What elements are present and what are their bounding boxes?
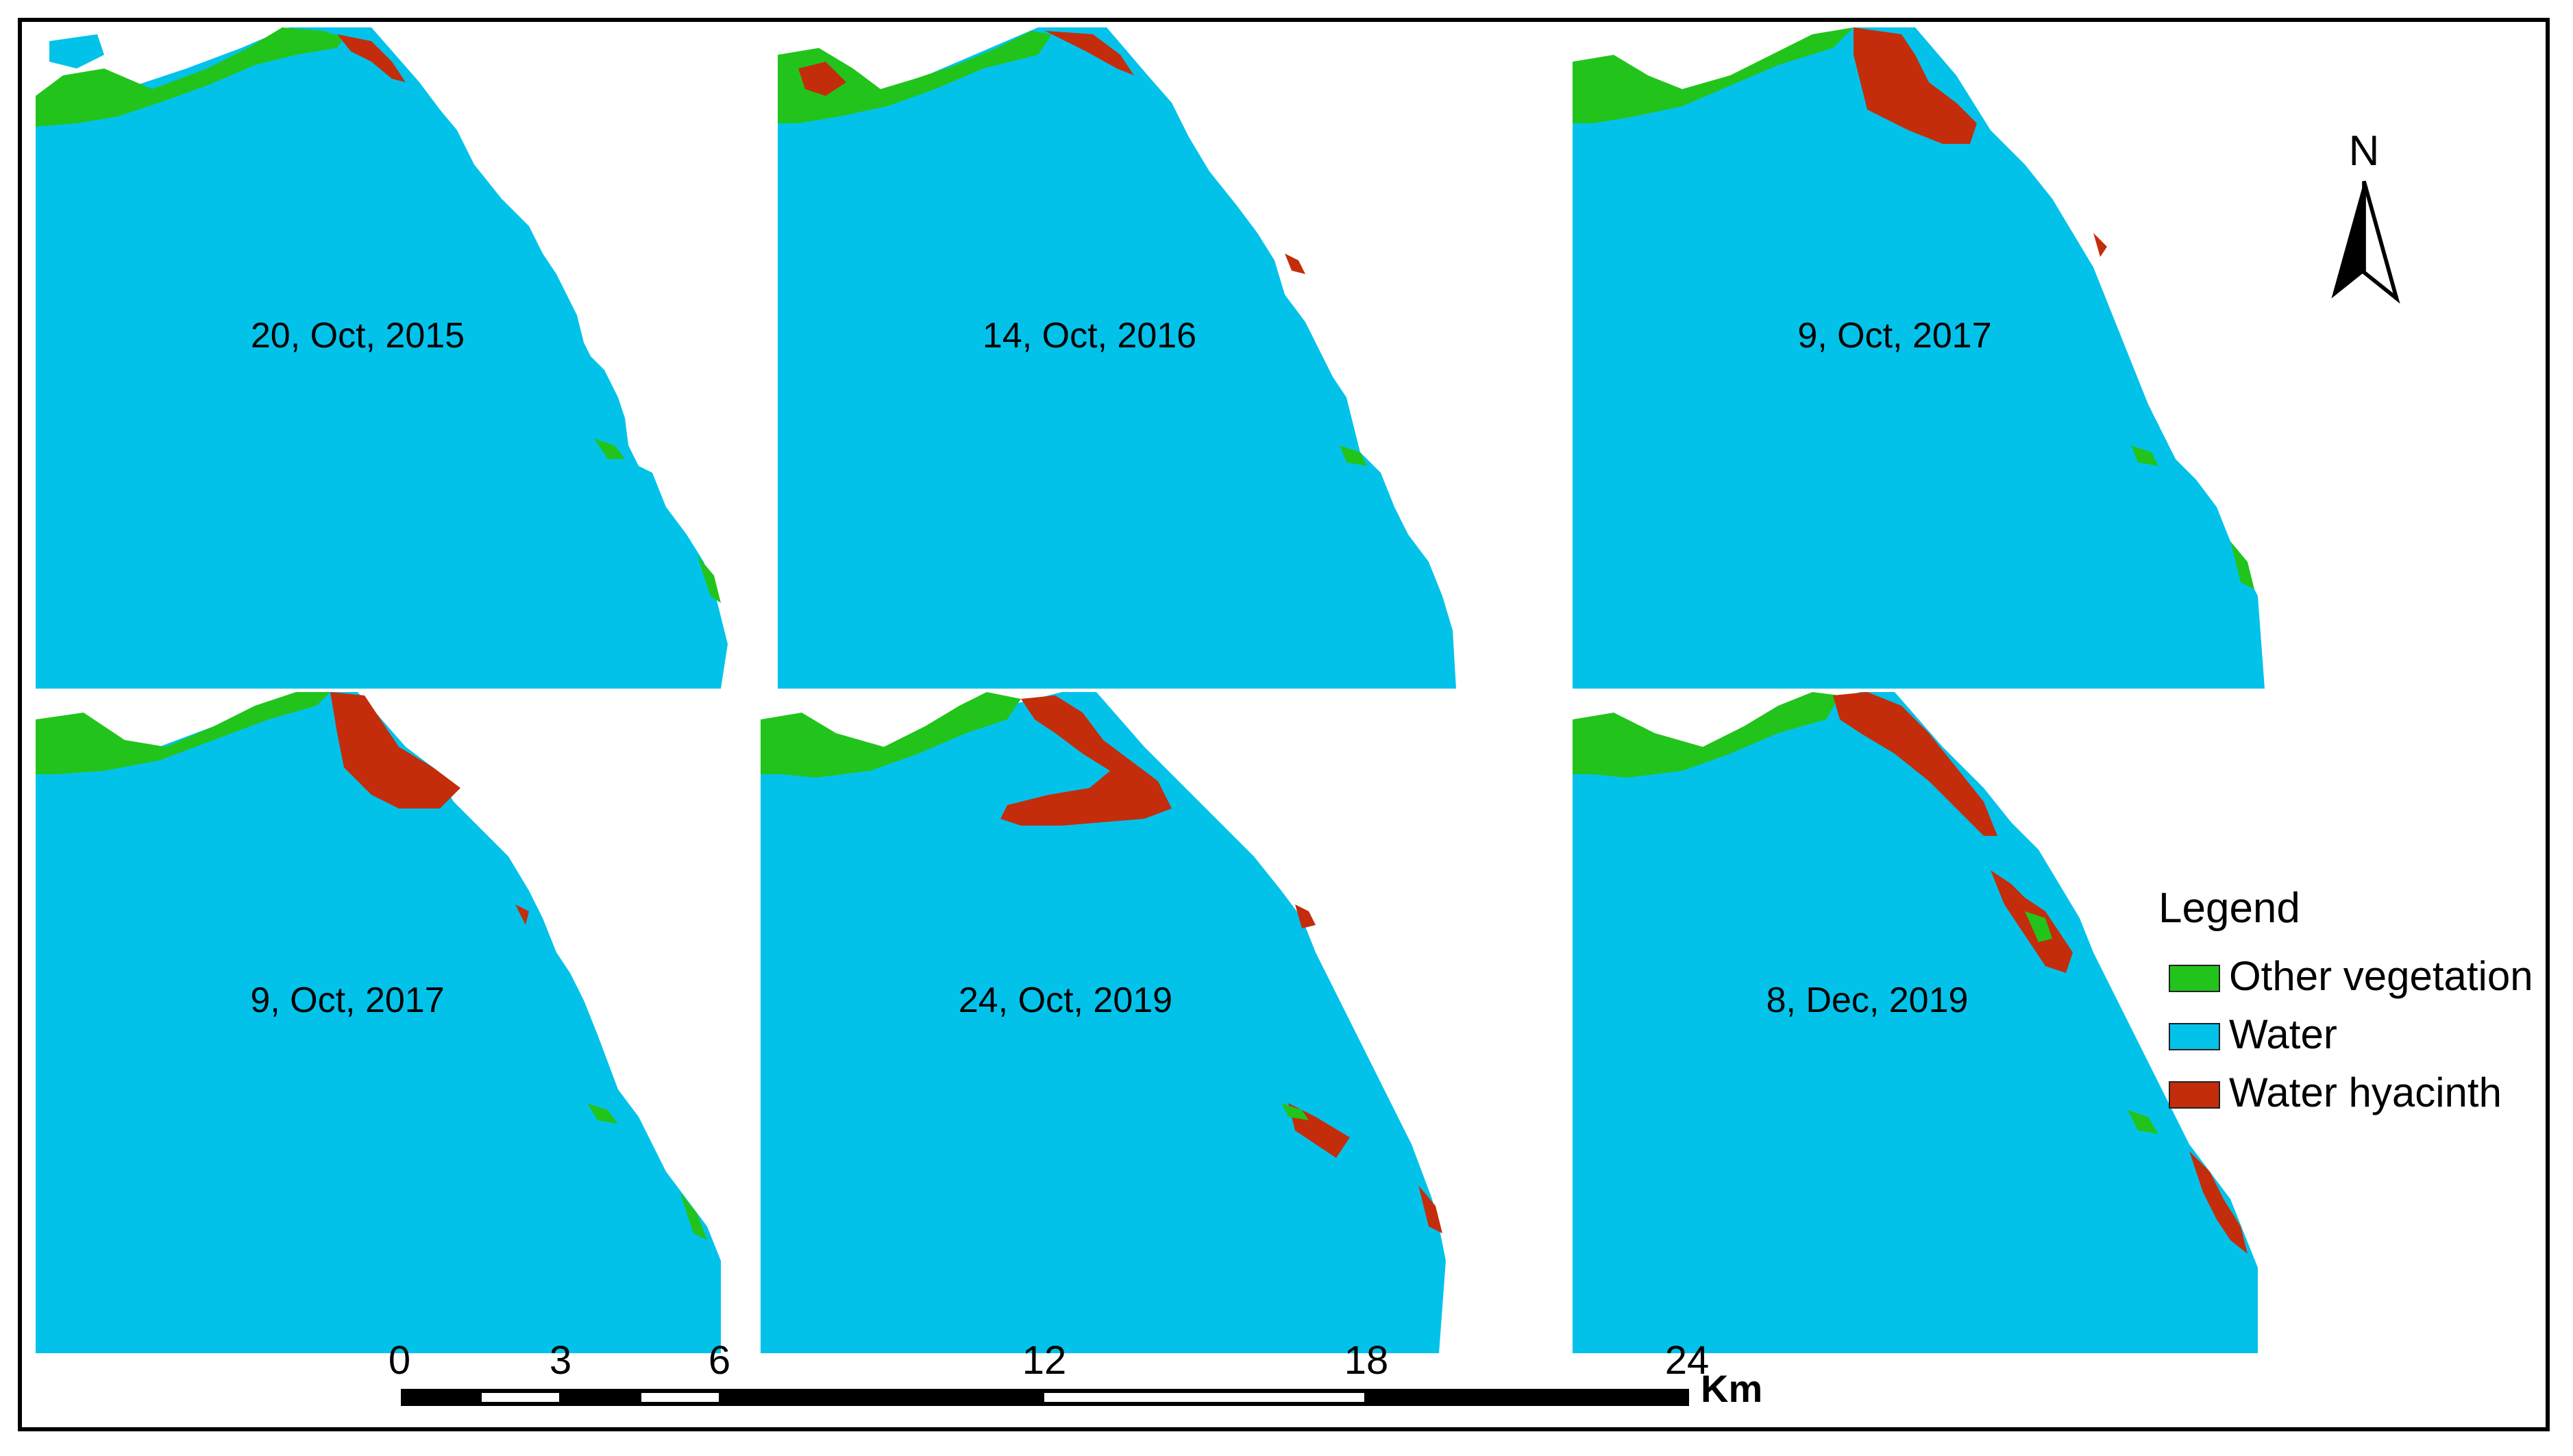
vegetation-area: [594, 439, 625, 459]
hyacinth-area: [1854, 27, 1977, 144]
vegetation-area: [587, 1103, 618, 1124]
hyacinth-area: [2189, 1151, 2248, 1254]
legend: Legend Other vegetation Water Water hyac…: [2158, 884, 2556, 1137]
vegetation-area: [2131, 445, 2158, 466]
vegetation-area: [1573, 27, 1854, 123]
vegetation-area: [2230, 541, 2254, 589]
water-area: [1573, 27, 2265, 689]
water-area: [778, 27, 1456, 689]
hyacinth-area: [1295, 904, 1316, 928]
hyacinth-area: [515, 904, 529, 925]
legend-swatch: [2169, 1081, 2220, 1109]
legend-label: Water: [2229, 1011, 2337, 1057]
vegetation-area: [2128, 1110, 2158, 1134]
water-area: [1573, 692, 2258, 1353]
water-area: [761, 692, 1446, 1353]
panel-date-label: 8, Dec, 2019: [1766, 980, 1969, 1020]
map-panel-4-image: [36, 692, 721, 1353]
hyacinth-area: [798, 62, 846, 96]
map-panel-1-image: [36, 27, 728, 689]
hyacinth-area: [337, 34, 406, 82]
legend-swatch: [2169, 1023, 2220, 1050]
hyacinth-area: [1418, 1185, 1442, 1233]
legend-title: Legend: [2158, 885, 2300, 932]
hyacinth-area: [1000, 695, 1172, 826]
north-arrow-icon: [2331, 180, 2400, 304]
panel-date-label: 9, Oct, 2017: [1797, 316, 1992, 356]
map-panel-3: 9, Oct, 2017: [1573, 27, 2265, 689]
vegetation-area: [761, 692, 1021, 778]
hyacinth-area: [330, 692, 460, 809]
map-panel-2-image: [778, 27, 1456, 689]
map-panel-6: 8, Dec, 2019: [1573, 692, 2265, 1353]
north-arrow: N: [2319, 127, 2409, 305]
vegetation-area: [2025, 911, 2052, 942]
vegetation-area: [1281, 1103, 1309, 1120]
panel-date-label: 9, Oct, 2017: [250, 980, 445, 1020]
vegetation-area: [1573, 692, 1840, 778]
hyacinth-area: [1833, 692, 1997, 836]
map-panel-5: 24, Oct, 2019: [761, 692, 1453, 1353]
vegetation-area: [36, 27, 344, 127]
vegetation-area: [36, 692, 330, 774]
water-inlet: [49, 34, 104, 69]
panel-date-label: 14, Oct, 2016: [982, 316, 1197, 356]
vegetation-area: [697, 555, 721, 603]
water-area: [36, 692, 721, 1353]
hyacinth-area: [2093, 233, 2107, 257]
map-panel-6-image: [1573, 692, 2258, 1353]
vegetation-area: [1340, 445, 1367, 466]
map-panel-5-image: [761, 692, 1446, 1353]
hyacinth-area: [1045, 31, 1134, 75]
map-panel-4: 9, Oct, 2017: [36, 692, 728, 1353]
panel-date-label: 24, Oct, 2019: [958, 980, 1173, 1020]
vegetation-area: [778, 31, 1052, 123]
legend-label: Other vegetation: [2229, 953, 2533, 999]
map-panel-2: 14, Oct, 2016: [778, 27, 1470, 689]
map-panel-1: 20, Oct, 2015: [36, 27, 728, 689]
legend-label: Water hyacinth: [2229, 1070, 2502, 1115]
legend-swatch: [2169, 965, 2220, 992]
water-area: [36, 27, 728, 689]
panel-date-label: 20, Oct, 2015: [250, 316, 465, 356]
vegetation-area: [680, 1192, 707, 1240]
hyacinth-area: [1285, 254, 1305, 274]
north-letter: N: [2348, 127, 2380, 175]
map-panel-3-image: [1573, 27, 2265, 689]
